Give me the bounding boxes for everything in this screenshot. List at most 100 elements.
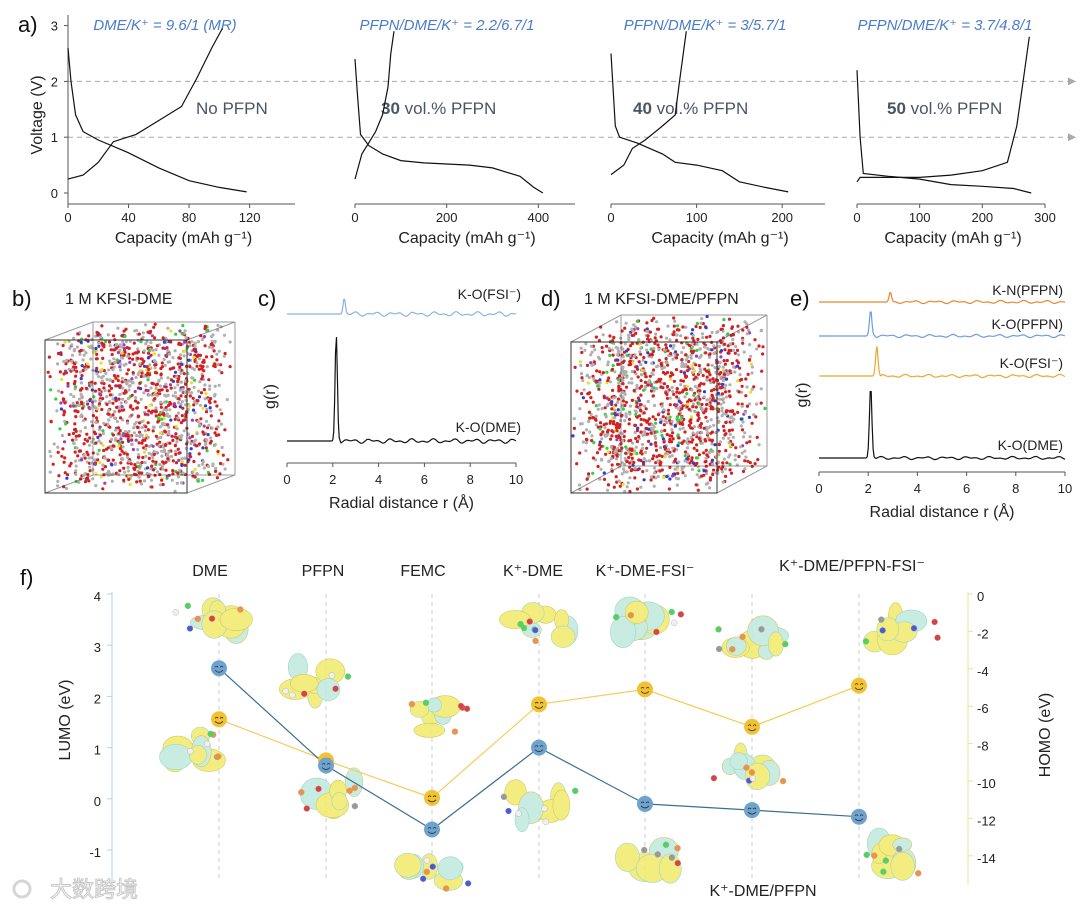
atom [119, 434, 123, 438]
atom [729, 471, 734, 475]
atom [56, 351, 61, 356]
atom [604, 452, 608, 456]
atom [140, 425, 144, 430]
atom [81, 419, 85, 423]
atom [107, 471, 111, 475]
atom [740, 428, 745, 432]
atom [138, 362, 142, 366]
atom [721, 397, 725, 401]
atom [49, 454, 53, 458]
atom [707, 355, 712, 359]
atom [189, 391, 194, 395]
atom [168, 408, 172, 412]
atom [671, 431, 675, 435]
atom [163, 400, 167, 404]
atom [66, 381, 70, 386]
atom [80, 402, 84, 406]
atom [149, 478, 154, 482]
atom [683, 384, 687, 388]
atom [703, 345, 707, 349]
atom [173, 370, 178, 374]
atom [761, 352, 765, 356]
atom [188, 452, 192, 456]
atom [635, 451, 639, 456]
homo-tick-label: -10 [977, 776, 996, 791]
atom [591, 400, 595, 404]
atom [153, 393, 157, 397]
atom [192, 347, 196, 351]
atom [71, 438, 75, 442]
atom [74, 464, 78, 468]
atom [126, 456, 130, 460]
atom [730, 325, 735, 329]
arrow-icon [1068, 133, 1076, 142]
atom [116, 379, 120, 383]
atom [704, 326, 708, 330]
atom [742, 350, 746, 354]
atom [177, 458, 181, 462]
atom [70, 359, 74, 364]
atom [624, 445, 628, 449]
atom [123, 350, 127, 354]
atom [94, 484, 98, 488]
atom [691, 328, 695, 332]
atom [153, 371, 158, 375]
atom [103, 465, 107, 469]
atom [197, 389, 201, 393]
atom [60, 434, 64, 438]
atom [740, 451, 744, 455]
atom [88, 465, 92, 469]
atom [635, 319, 639, 323]
atom [135, 406, 139, 410]
atom [100, 367, 104, 371]
atom [895, 845, 903, 853]
atom [118, 441, 122, 445]
atom [685, 384, 690, 388]
atom [56, 484, 60, 488]
atom [759, 329, 763, 333]
atom [100, 348, 104, 352]
atom [136, 448, 140, 452]
atom [182, 429, 186, 433]
atom [84, 367, 88, 371]
atom [126, 397, 130, 401]
atom [748, 435, 752, 439]
atom [177, 451, 181, 455]
atom [654, 444, 658, 448]
atom [595, 369, 599, 373]
atom [86, 365, 90, 369]
watermark-logo-icon [12, 879, 32, 899]
atom [105, 472, 109, 476]
atom [607, 398, 611, 402]
atom [702, 395, 706, 399]
atom [683, 430, 687, 434]
atom [152, 359, 156, 363]
homo-tick-label: -2 [977, 626, 989, 641]
box-front-edge [570, 341, 718, 494]
atom [166, 376, 170, 380]
atom [644, 375, 648, 379]
atom [208, 615, 216, 622]
atom [730, 419, 735, 424]
atom [673, 424, 677, 428]
atom [127, 429, 131, 433]
atom [652, 316, 656, 320]
atom [668, 477, 672, 481]
atom [635, 386, 639, 391]
atom [652, 484, 656, 488]
atom [670, 428, 674, 432]
atom [617, 449, 621, 453]
atom [189, 381, 194, 385]
atom [668, 374, 673, 378]
atom [223, 428, 227, 432]
atom [934, 634, 941, 641]
atom [694, 405, 698, 409]
atom [692, 369, 697, 373]
atom [698, 397, 702, 401]
atom [186, 390, 191, 394]
atom [84, 351, 88, 355]
atom [176, 383, 180, 387]
atom [115, 405, 119, 409]
atom [315, 785, 322, 793]
atom [143, 461, 147, 465]
